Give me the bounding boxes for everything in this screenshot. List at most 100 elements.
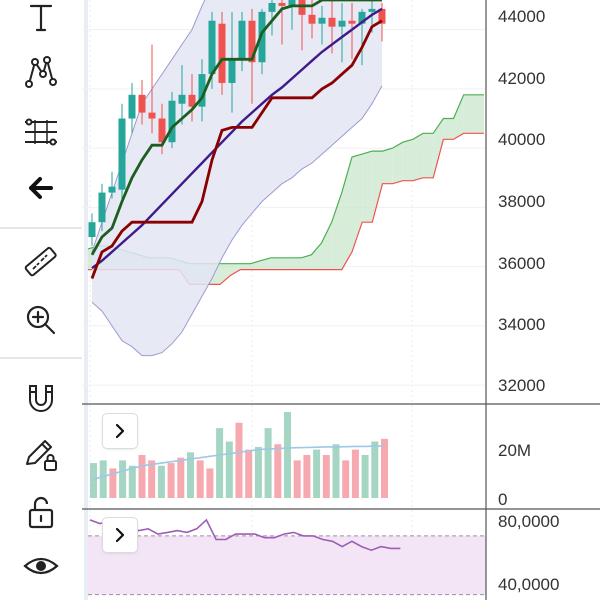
candle-body [348, 20, 356, 24]
volume-axis[interactable]: 20M 0 [498, 441, 531, 509]
candle-body [318, 17, 326, 24]
price-tick-label: 32000 [498, 376, 545, 395]
chevron-right-icon [115, 527, 125, 543]
volume-bar [138, 455, 146, 498]
ichimoku-cloud-segment [311, 242, 322, 270]
ichimoku-cloud-segment [412, 133, 424, 181]
candle-body [138, 94, 146, 113]
fib-retracement-button[interactable] [0, 106, 82, 158]
candle-body [118, 118, 126, 190]
volume-bar [381, 438, 388, 498]
ichimoku-cloud-segment [280, 257, 292, 270]
magnet-button[interactable] [0, 372, 82, 424]
ichimoku-cloud-segment [362, 151, 373, 223]
pencil-lock-icon [26, 440, 57, 471]
volume-bar [235, 422, 243, 498]
candle-body [278, 2, 286, 6]
price-tick-label: 42000 [498, 69, 545, 88]
candle-body [328, 17, 336, 27]
ichimoku-cloud-segment [260, 257, 271, 270]
toolbar-divider [0, 227, 82, 229]
candle-body [238, 20, 246, 60]
price-pane [87, 0, 484, 357]
volume-collapse-button[interactable] [102, 413, 138, 449]
lock-button[interactable] [0, 486, 82, 538]
eye-button[interactable] [0, 540, 82, 592]
volume-tick-label: 0 [498, 490, 507, 509]
eye-icon [23, 557, 59, 575]
volume-bar [196, 460, 204, 498]
text-tool-icon [29, 4, 53, 32]
ichimoku-cloud-segment [270, 257, 281, 270]
volume-bar [157, 465, 165, 498]
ichimoku-cloud-segment [230, 263, 241, 276]
text-tool-button[interactable] [0, 0, 82, 44]
ichimoku-cloud-segment [433, 118, 444, 178]
price-tick-label: 44000 [498, 7, 545, 26]
pencil-lock-button[interactable] [0, 428, 82, 480]
ichimoku-cloud-segment [402, 139, 413, 181]
ruler-button[interactable] [0, 236, 82, 288]
arrow-left-icon [29, 177, 53, 199]
price-tick-label: 38000 [498, 192, 545, 211]
bollinger-band-fill [92, 0, 382, 356]
volume-bar [313, 449, 321, 498]
zoom-in-button[interactable] [0, 294, 82, 346]
ichimoku-cloud-segment [301, 254, 312, 270]
magnet-icon [29, 385, 53, 412]
candle-body [168, 100, 176, 143]
candle-body [248, 20, 256, 63]
volume-bar [342, 460, 350, 498]
ichimoku-cloud-segment [321, 222, 332, 270]
ichimoku-cloud-segment [220, 263, 231, 285]
candle-body [88, 222, 96, 238]
candle-body [128, 94, 136, 119]
volume-bar [109, 468, 117, 498]
ichimoku-cloud-segment [240, 263, 251, 270]
back-button[interactable] [0, 162, 82, 214]
chart-canvas[interactable]: 44000 42000 40000 38000 36000 34000 3200… [82, 0, 600, 600]
ichimoku-cloud-segment [443, 118, 454, 140]
volume-bar [119, 460, 127, 498]
ma-fast-line [90, 0, 382, 256]
volume-bar [351, 449, 359, 498]
candle-body [378, 8, 386, 24]
volume-bar [274, 444, 282, 498]
unlock-icon [28, 496, 54, 529]
candle-body [298, 0, 306, 15]
volume-bar [284, 412, 291, 498]
volume-bar [361, 455, 369, 498]
volume-bar [293, 460, 301, 498]
pattern-tool-button[interactable] [0, 46, 82, 98]
candle-body [338, 20, 346, 27]
candle-body [108, 186, 116, 193]
ichimoku-cloud-segment [372, 151, 383, 223]
candle-body [218, 23, 226, 83]
candle-body [258, 11, 266, 63]
price-tick-label: 34000 [498, 315, 545, 334]
fib-retracement-icon [25, 118, 57, 146]
candle-body [308, 14, 316, 24]
volume-bar [264, 428, 272, 498]
volume-tick-label: 20M [498, 441, 531, 460]
price-axis[interactable]: 44000 42000 40000 38000 36000 34000 3200… [498, 7, 545, 395]
chart-area[interactable]: 44000 42000 40000 38000 36000 34000 3200… [82, 0, 600, 600]
rsi-pane [88, 518, 486, 596]
volume-bar [332, 444, 340, 498]
volume-bar [128, 465, 136, 498]
candle-body [268, 2, 276, 12]
volume-bar [187, 452, 194, 498]
bollinger-lower-line [91, 85, 383, 357]
volume-bar [225, 441, 233, 498]
candle-body [178, 94, 186, 104]
ichimoku-cloud-segment [392, 142, 403, 184]
chevron-right-icon [115, 423, 125, 439]
candle-body [288, 0, 296, 6]
ichimoku-cloud-segment [453, 94, 464, 140]
ichimoku-cloud-segment [473, 94, 484, 134]
zoom-in-icon [26, 305, 56, 335]
ichimoku-cloud-segment [382, 148, 393, 184]
volume-bar [206, 468, 214, 498]
rsi-axis[interactable]: 80,0000 40,0000 [498, 512, 559, 594]
rsi-collapse-button[interactable] [102, 517, 138, 553]
